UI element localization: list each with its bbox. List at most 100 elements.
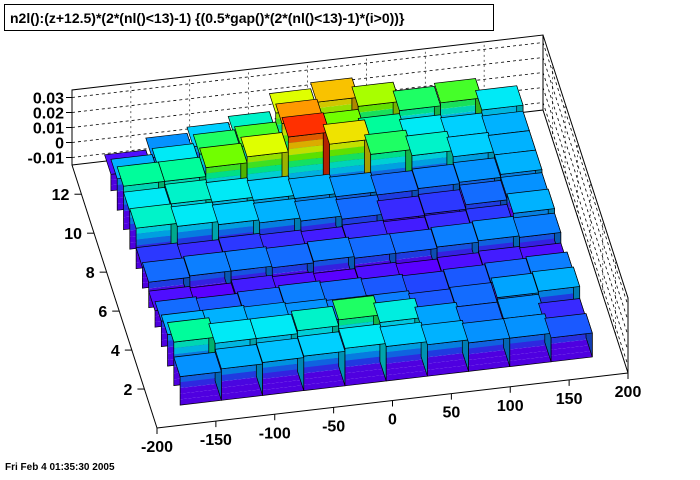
bar-top-face bbox=[405, 130, 454, 156]
bar-front-band bbox=[329, 139, 371, 151]
bar-front-band bbox=[247, 157, 289, 169]
x-tick-label: 150 bbox=[556, 391, 583, 408]
bar-top-face bbox=[420, 320, 470, 346]
bar-top-face bbox=[370, 170, 419, 196]
bar-front-band bbox=[342, 214, 384, 226]
bar-front-band bbox=[215, 338, 257, 350]
bar-top-face bbox=[411, 163, 460, 189]
bar-front-band bbox=[538, 292, 580, 304]
bar-front-band bbox=[180, 371, 222, 383]
bar-top-face bbox=[199, 142, 248, 168]
bar-top-face bbox=[252, 198, 302, 224]
bar-front-band bbox=[173, 343, 216, 355]
bar-top-face bbox=[471, 216, 521, 242]
lego-bar bbox=[461, 318, 511, 372]
z-tick-label: 0.01 bbox=[33, 121, 64, 138]
bar-top-face bbox=[351, 81, 400, 107]
bar-front-band bbox=[478, 241, 520, 253]
x-tick-label: 200 bbox=[615, 384, 642, 401]
bar-top-face bbox=[392, 85, 442, 111]
bar-top-face bbox=[379, 321, 428, 347]
lego-bar bbox=[255, 337, 305, 396]
bar-front-band bbox=[177, 227, 219, 239]
bar-top-face bbox=[338, 323, 387, 349]
bar-front-band bbox=[148, 277, 190, 289]
y-tick-label: 2 bbox=[124, 382, 133, 399]
bar-top-face bbox=[373, 297, 422, 323]
z-tick-label: -0.01 bbox=[28, 151, 65, 168]
bar-front-band bbox=[180, 377, 222, 388]
bar-front-band bbox=[386, 341, 428, 353]
bar-front-band bbox=[262, 357, 304, 368]
bar-front-band bbox=[551, 339, 593, 350]
bar-front-band bbox=[259, 224, 301, 236]
bar-front-band bbox=[288, 168, 330, 180]
bar-front-band bbox=[468, 343, 510, 355]
x-tick-label: -200 bbox=[141, 439, 173, 456]
bar-front-band bbox=[288, 156, 330, 168]
bar-front-band bbox=[218, 219, 260, 231]
bar-front-band bbox=[509, 339, 552, 350]
z-tick-label: 0.03 bbox=[33, 91, 64, 108]
y-tick-label: 8 bbox=[86, 265, 95, 282]
lego-bar bbox=[420, 320, 470, 377]
bar-front-band bbox=[189, 271, 232, 282]
bar-top-face bbox=[208, 318, 257, 344]
bar-front-band bbox=[395, 248, 438, 260]
bar-front-band bbox=[329, 145, 371, 157]
bar-top-face bbox=[246, 175, 296, 201]
lego-bar bbox=[379, 321, 428, 382]
bar-front-band bbox=[437, 242, 479, 253]
bar-front-band bbox=[338, 315, 380, 326]
bar-front-band bbox=[519, 237, 561, 249]
bar-front-band bbox=[247, 169, 289, 181]
footer-timestamp: Fri Feb 4 01:35:30 2005 bbox=[5, 462, 115, 473]
bar-front-band bbox=[386, 359, 428, 370]
bar-front-band bbox=[370, 155, 412, 166]
bar-top-face bbox=[329, 172, 378, 198]
bar-front-band bbox=[551, 345, 593, 356]
bar-top-face bbox=[205, 177, 254, 203]
bar-front-band bbox=[377, 190, 419, 202]
bar-top-face bbox=[240, 132, 289, 158]
bar-front-band bbox=[437, 247, 479, 258]
lego-bar bbox=[544, 313, 593, 363]
bar-front-band bbox=[468, 355, 510, 366]
bar-front-band bbox=[221, 364, 263, 376]
bar-front-band bbox=[468, 360, 510, 372]
bar-front-band bbox=[440, 98, 482, 109]
bar-front-band bbox=[288, 138, 330, 150]
bar-top-face bbox=[506, 188, 555, 214]
bar-front-band bbox=[386, 347, 428, 358]
bar-front-band bbox=[509, 333, 552, 344]
bar-front-band bbox=[519, 232, 561, 243]
bar-front-band bbox=[418, 183, 460, 194]
bar-front-band bbox=[136, 223, 178, 234]
bar-top-face bbox=[224, 246, 273, 272]
lego-bar bbox=[173, 351, 222, 406]
bar-front-band bbox=[370, 149, 412, 161]
bar-front-band bbox=[551, 351, 593, 362]
bar-front-band bbox=[386, 364, 428, 376]
bar-front-band bbox=[345, 343, 387, 355]
bar-top-face bbox=[249, 313, 298, 339]
bar-front-band bbox=[189, 276, 232, 287]
right-wall bbox=[542, 34, 629, 374]
bar-top-face bbox=[503, 313, 552, 339]
bar-front-band bbox=[300, 221, 343, 233]
bar-top-face bbox=[265, 243, 314, 269]
bar-top-face bbox=[376, 195, 426, 221]
bar-front-band bbox=[345, 349, 387, 361]
bar-top-face bbox=[255, 337, 305, 363]
bar-front-band bbox=[303, 357, 345, 368]
bar-front-band bbox=[509, 356, 552, 367]
x-tick-label: 50 bbox=[442, 405, 460, 422]
bar-top-face bbox=[170, 201, 219, 227]
bar-front-band bbox=[180, 394, 222, 406]
y-tick-label: 10 bbox=[64, 226, 82, 243]
bar-front-band bbox=[453, 151, 495, 163]
bar-front-band bbox=[288, 150, 330, 162]
plot-title: n2l():(z+12.5)*(2*(nl()<13)-1) {(0.5*gap… bbox=[4, 4, 494, 31]
bar-front-band bbox=[231, 266, 273, 277]
bar-front-band bbox=[288, 162, 330, 174]
